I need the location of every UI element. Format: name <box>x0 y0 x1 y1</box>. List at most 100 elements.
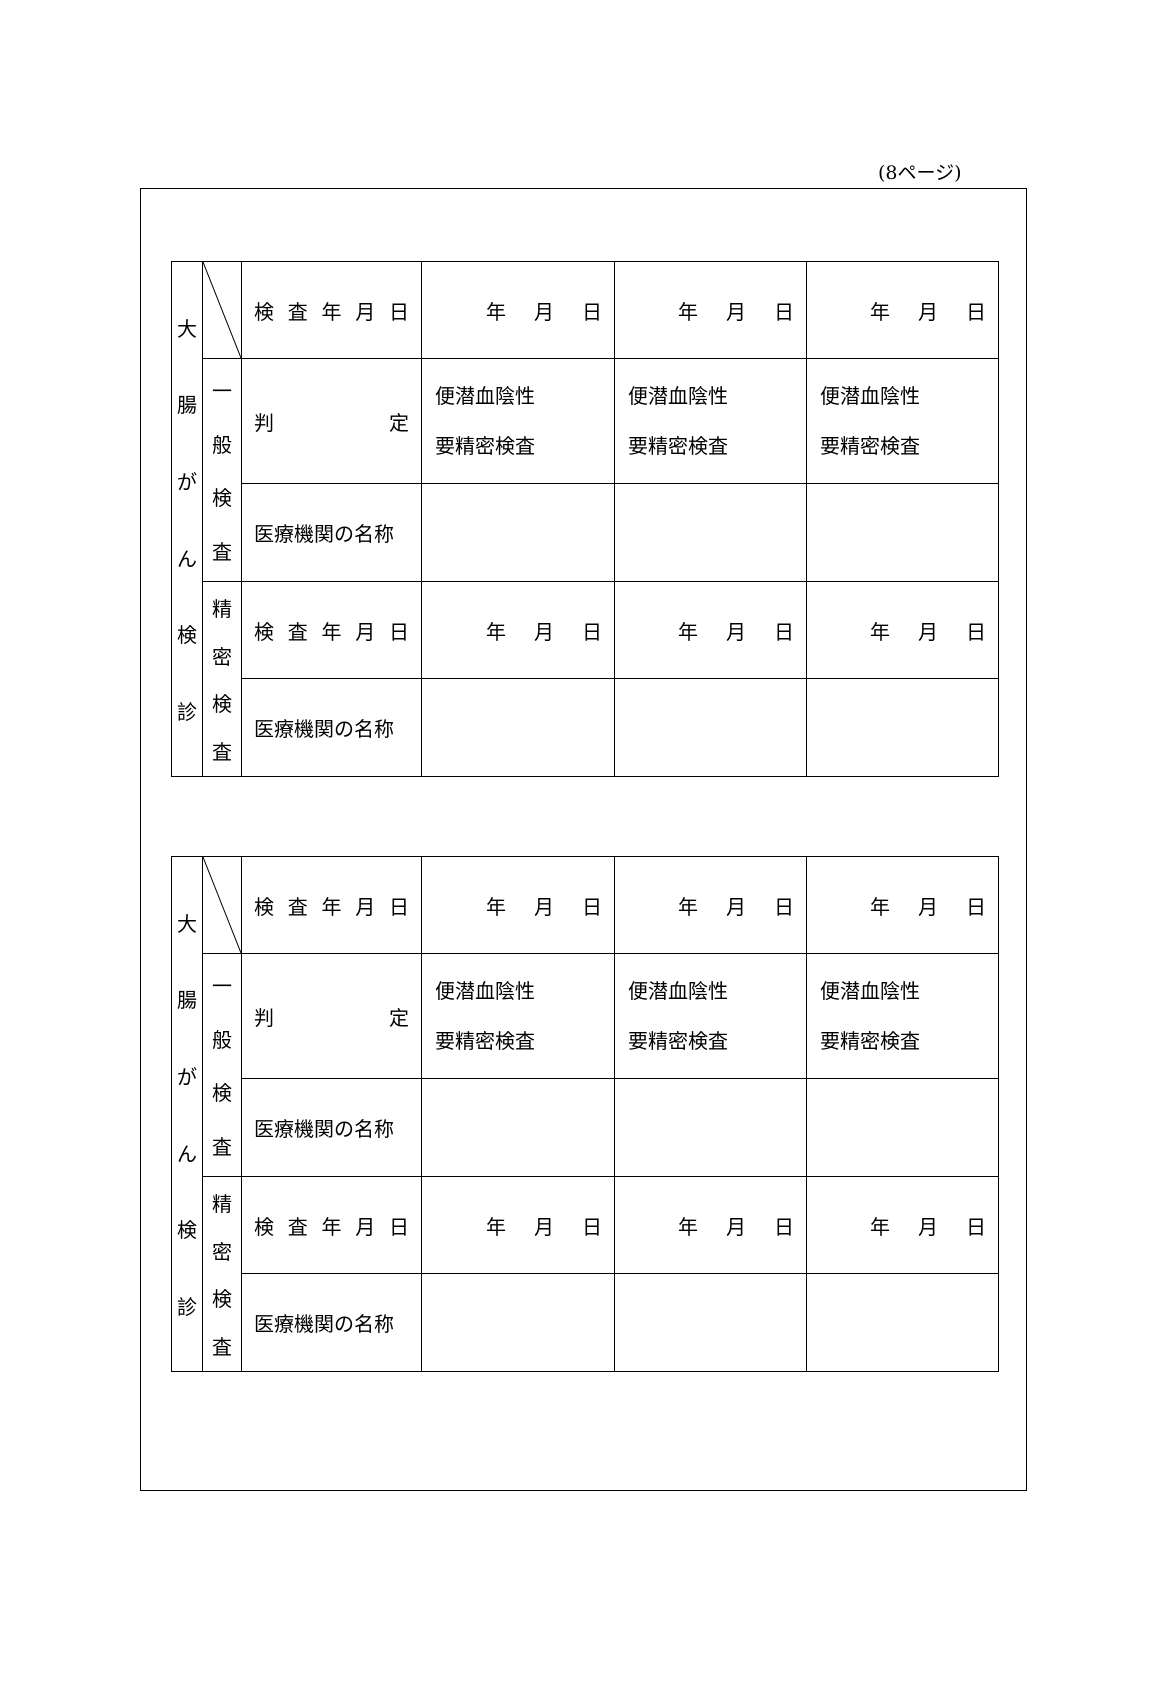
option-detail-required[interactable]: 要精密検査 <box>820 434 920 458</box>
char: 検 <box>254 1214 274 1239</box>
option-detail-required[interactable]: 要精密検査 <box>628 1029 728 1053</box>
char: 月 <box>534 299 554 324</box>
judgement-field-2[interactable]: 便潜血陰性要精密検査 <box>614 953 807 1079</box>
char: 診 <box>177 1295 197 1320</box>
date-field-2[interactable]: 年月日 <box>614 856 807 954</box>
date-field-3[interactable]: 年月日 <box>806 261 999 359</box>
exam-date-label: 検査年月日 <box>241 261 422 359</box>
institution-field-5[interactable] <box>614 678 807 777</box>
char: 日 <box>774 894 794 919</box>
char: ん <box>177 1141 197 1166</box>
institution-field-1[interactable] <box>421 483 615 582</box>
institution-label: 医療機関の名称 <box>241 1273 422 1372</box>
date-field-2[interactable]: 年月日 <box>614 261 807 359</box>
char: 日 <box>966 619 986 644</box>
institution-field-2[interactable] <box>614 483 807 582</box>
char: 年 <box>486 299 506 324</box>
char: 月 <box>726 299 746 324</box>
char: 月 <box>918 299 938 324</box>
char: 査 <box>212 1135 232 1160</box>
date-field-1[interactable]: 年月日 <box>421 261 615 359</box>
institution-field-4[interactable] <box>421 678 615 777</box>
char: 日 <box>582 1214 602 1239</box>
exam-date-label: 検査年月日 <box>241 1176 422 1274</box>
judgement-field-1[interactable]: 便潜血陰性要精密検査 <box>421 358 615 484</box>
date-field-5[interactable]: 年月日 <box>614 1176 807 1274</box>
char: 日 <box>389 299 409 324</box>
option-detail-required[interactable]: 要精密検査 <box>435 434 535 458</box>
char: 一 <box>212 973 232 998</box>
option-negative[interactable]: 便潜血陰性 <box>435 384 535 408</box>
char: 日 <box>774 1214 794 1239</box>
char: 査 <box>212 739 232 764</box>
institution-label: 医療機関の名称 <box>241 1078 422 1177</box>
char: 年 <box>321 894 342 919</box>
date-field-6[interactable]: 年月日 <box>806 1176 999 1274</box>
institution-field-3[interactable] <box>806 1078 999 1177</box>
char: 日 <box>774 299 794 324</box>
char: 年 <box>678 299 698 324</box>
char: 月 <box>534 894 554 919</box>
option-detail-required[interactable]: 要精密検査 <box>628 434 728 458</box>
page-frame <box>140 188 1027 1491</box>
judgement-field-1[interactable]: 便潜血陰性要精密検査 <box>421 953 615 1079</box>
option-negative[interactable]: 便潜血陰性 <box>628 384 728 408</box>
date-field-1[interactable]: 年月日 <box>421 856 615 954</box>
char: 精 <box>212 597 232 622</box>
date-field-4[interactable]: 年月日 <box>421 581 615 679</box>
char: 診 <box>177 700 197 725</box>
institution-label: 医療機関の名称 <box>241 678 422 777</box>
char: 査 <box>287 299 308 324</box>
judgement-field-3[interactable]: 便潜血陰性要精密検査 <box>806 953 999 1079</box>
institution-field-3[interactable] <box>806 483 999 582</box>
char: 日 <box>582 299 602 324</box>
char: 年 <box>678 619 698 644</box>
char: 年 <box>870 619 890 644</box>
char: 年 <box>486 1214 506 1239</box>
general-exam-label: 一般検査 <box>202 358 242 582</box>
char: 精 <box>212 1192 232 1217</box>
char: 密 <box>212 644 232 669</box>
option-negative[interactable]: 便潜血陰性 <box>820 979 920 1003</box>
char: 日 <box>389 894 409 919</box>
institution-field-2[interactable] <box>614 1078 807 1177</box>
char: 日 <box>966 1214 986 1239</box>
diagonal-cell <box>202 856 242 954</box>
option-detail-required[interactable]: 要精密検査 <box>435 1029 535 1053</box>
institution-field-6[interactable] <box>806 1273 999 1372</box>
date-field-5[interactable]: 年月日 <box>614 581 807 679</box>
char: が <box>177 1065 197 1090</box>
char: 査 <box>287 894 308 919</box>
char: 一 <box>212 378 232 403</box>
institution-field-6[interactable] <box>806 678 999 777</box>
char: 日 <box>966 299 986 324</box>
option-detail-required[interactable]: 要精密検査 <box>820 1029 920 1053</box>
char: 定 <box>389 410 409 435</box>
date-field-3[interactable]: 年月日 <box>806 856 999 954</box>
char: 査 <box>287 619 308 644</box>
option-negative[interactable]: 便潜血陰性 <box>820 384 920 408</box>
char: 日 <box>966 894 986 919</box>
diagonal-cell <box>202 261 242 359</box>
judgement-label: 判定 <box>241 953 422 1079</box>
char: 年 <box>486 894 506 919</box>
char: 日 <box>389 1214 409 1239</box>
char: 検 <box>254 894 274 919</box>
char: 大 <box>177 911 197 936</box>
char: 月 <box>918 894 938 919</box>
date-field-4[interactable]: 年月日 <box>421 1176 615 1274</box>
judgement-field-3[interactable]: 便潜血陰性要精密検査 <box>806 358 999 484</box>
judgement-label: 判定 <box>241 358 422 484</box>
char: 年 <box>870 1214 890 1239</box>
option-negative[interactable]: 便潜血陰性 <box>435 979 535 1003</box>
char: 月 <box>534 1214 554 1239</box>
judgement-field-2[interactable]: 便潜血陰性要精密検査 <box>614 358 807 484</box>
option-negative[interactable]: 便潜血陰性 <box>628 979 728 1003</box>
institution-field-1[interactable] <box>421 1078 615 1177</box>
date-field-6[interactable]: 年月日 <box>806 581 999 679</box>
institution-field-5[interactable] <box>614 1273 807 1372</box>
char: 検 <box>177 1218 197 1243</box>
exam-date-label: 検査年月日 <box>241 856 422 954</box>
institution-field-4[interactable] <box>421 1273 615 1372</box>
char: 年 <box>870 299 890 324</box>
